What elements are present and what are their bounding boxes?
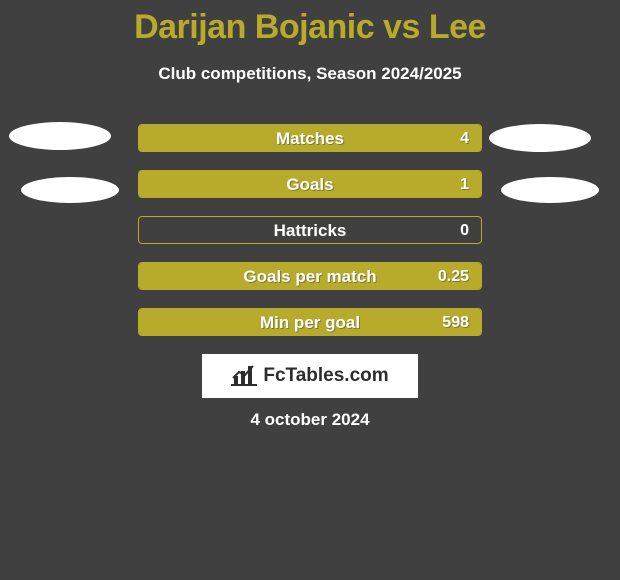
stat-row: Hattricks0	[138, 216, 482, 244]
stat-row: Min per goal598	[138, 308, 482, 336]
comparison-infographic: Darijan Bojanic vs Lee Club competitions…	[0, 0, 620, 580]
stat-value: 0	[460, 217, 469, 243]
decorative-ellipse	[501, 177, 599, 203]
stat-value: 1	[460, 171, 469, 197]
stat-label: Goals per match	[139, 263, 481, 289]
stat-label: Hattricks	[139, 217, 481, 243]
decorative-ellipse	[21, 177, 119, 203]
stat-value: 0.25	[438, 263, 469, 289]
stat-row: Matches4	[138, 124, 482, 152]
stat-value: 598	[442, 309, 469, 335]
page-title: Darijan Bojanic vs Lee	[0, 8, 620, 47]
chart-icon	[231, 364, 257, 388]
stat-label: Min per goal	[139, 309, 481, 335]
branding-text: FcTables.com	[263, 365, 388, 387]
stat-value: 4	[460, 125, 469, 151]
decorative-ellipse	[489, 124, 591, 152]
stat-label: Goals	[139, 171, 481, 197]
stat-label: Matches	[139, 125, 481, 151]
subtitle: Club competitions, Season 2024/2025	[0, 64, 620, 84]
generation-date: 4 october 2024	[0, 410, 620, 430]
decorative-ellipse	[9, 122, 111, 150]
branding-badge: FcTables.com	[202, 354, 418, 398]
stat-row: Goals1	[138, 170, 482, 198]
stat-row: Goals per match0.25	[138, 262, 482, 290]
